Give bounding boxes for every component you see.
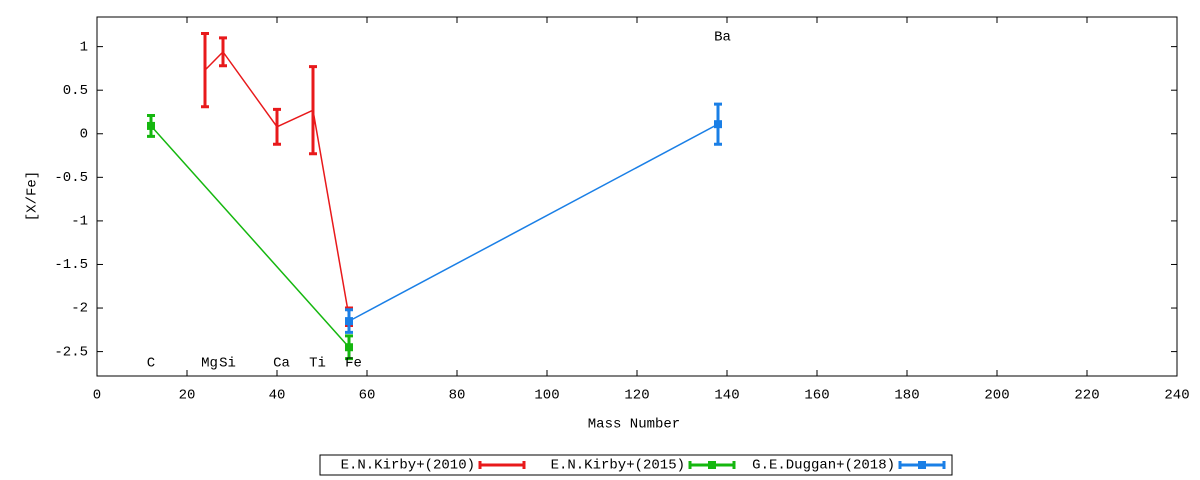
- x-axis-label: Mass Number: [588, 417, 680, 433]
- x-tick-label: 180: [894, 388, 919, 404]
- annotation: Ti: [309, 356, 326, 372]
- legend-label: E.N.Kirby+(2010): [341, 458, 475, 474]
- series-line: [150, 125, 350, 348]
- error-bar: [219, 36, 227, 68]
- y-tick-label: -0.5: [54, 170, 88, 186]
- error-bar: [309, 65, 317, 156]
- legend-box: [319, 454, 953, 476]
- y-tick-label: -1.5: [54, 257, 88, 273]
- x-tick-label: 220: [1074, 388, 1099, 404]
- legend-marker: [708, 461, 716, 469]
- x-tick-label: 60: [359, 388, 376, 404]
- x-tick-label: 160: [804, 388, 829, 404]
- x-tick-label: 80: [449, 388, 466, 404]
- y-tick-label: -2.5: [54, 344, 88, 360]
- x-tick-label: 140: [714, 388, 739, 404]
- x-tick-label: 100: [534, 388, 559, 404]
- error-bar: [273, 107, 281, 146]
- annotation: C: [147, 356, 155, 372]
- y-tick-label: 0.5: [63, 83, 88, 99]
- annotation: Ca: [273, 356, 290, 372]
- y-tick-label: -2: [71, 301, 88, 317]
- x-tick-label: 200: [984, 388, 1009, 404]
- annotation: Fe: [345, 356, 362, 372]
- x-tick-label: 120: [624, 388, 649, 404]
- annotation: Ba: [714, 30, 731, 46]
- legend-label: G.E.Duggan+(2018): [752, 458, 895, 474]
- annotation: Mg: [201, 356, 218, 372]
- legend-swatch: [478, 461, 526, 469]
- point: [345, 317, 353, 326]
- y-tick-label: 0: [80, 126, 88, 142]
- annotation: Si: [219, 356, 236, 372]
- x-tick-label: 240: [1164, 388, 1189, 404]
- point: [714, 120, 722, 129]
- series-line: [204, 50, 350, 317]
- legend-marker: [918, 461, 926, 469]
- point: [345, 343, 353, 352]
- y-axis-label: [X/Fe]: [25, 171, 41, 221]
- series-line: [348, 123, 719, 322]
- y-tick-label: -1: [71, 214, 88, 230]
- plot-frame: [96, 16, 1178, 377]
- error-bar: [201, 32, 209, 109]
- legend-label: E.N.Kirby+(2015): [551, 458, 685, 474]
- x-tick-label: 40: [269, 388, 286, 404]
- y-tick-label: 1: [80, 39, 88, 55]
- x-tick-label: 20: [179, 388, 196, 404]
- x-tick-label: 0: [93, 388, 101, 404]
- point: [147, 121, 155, 130]
